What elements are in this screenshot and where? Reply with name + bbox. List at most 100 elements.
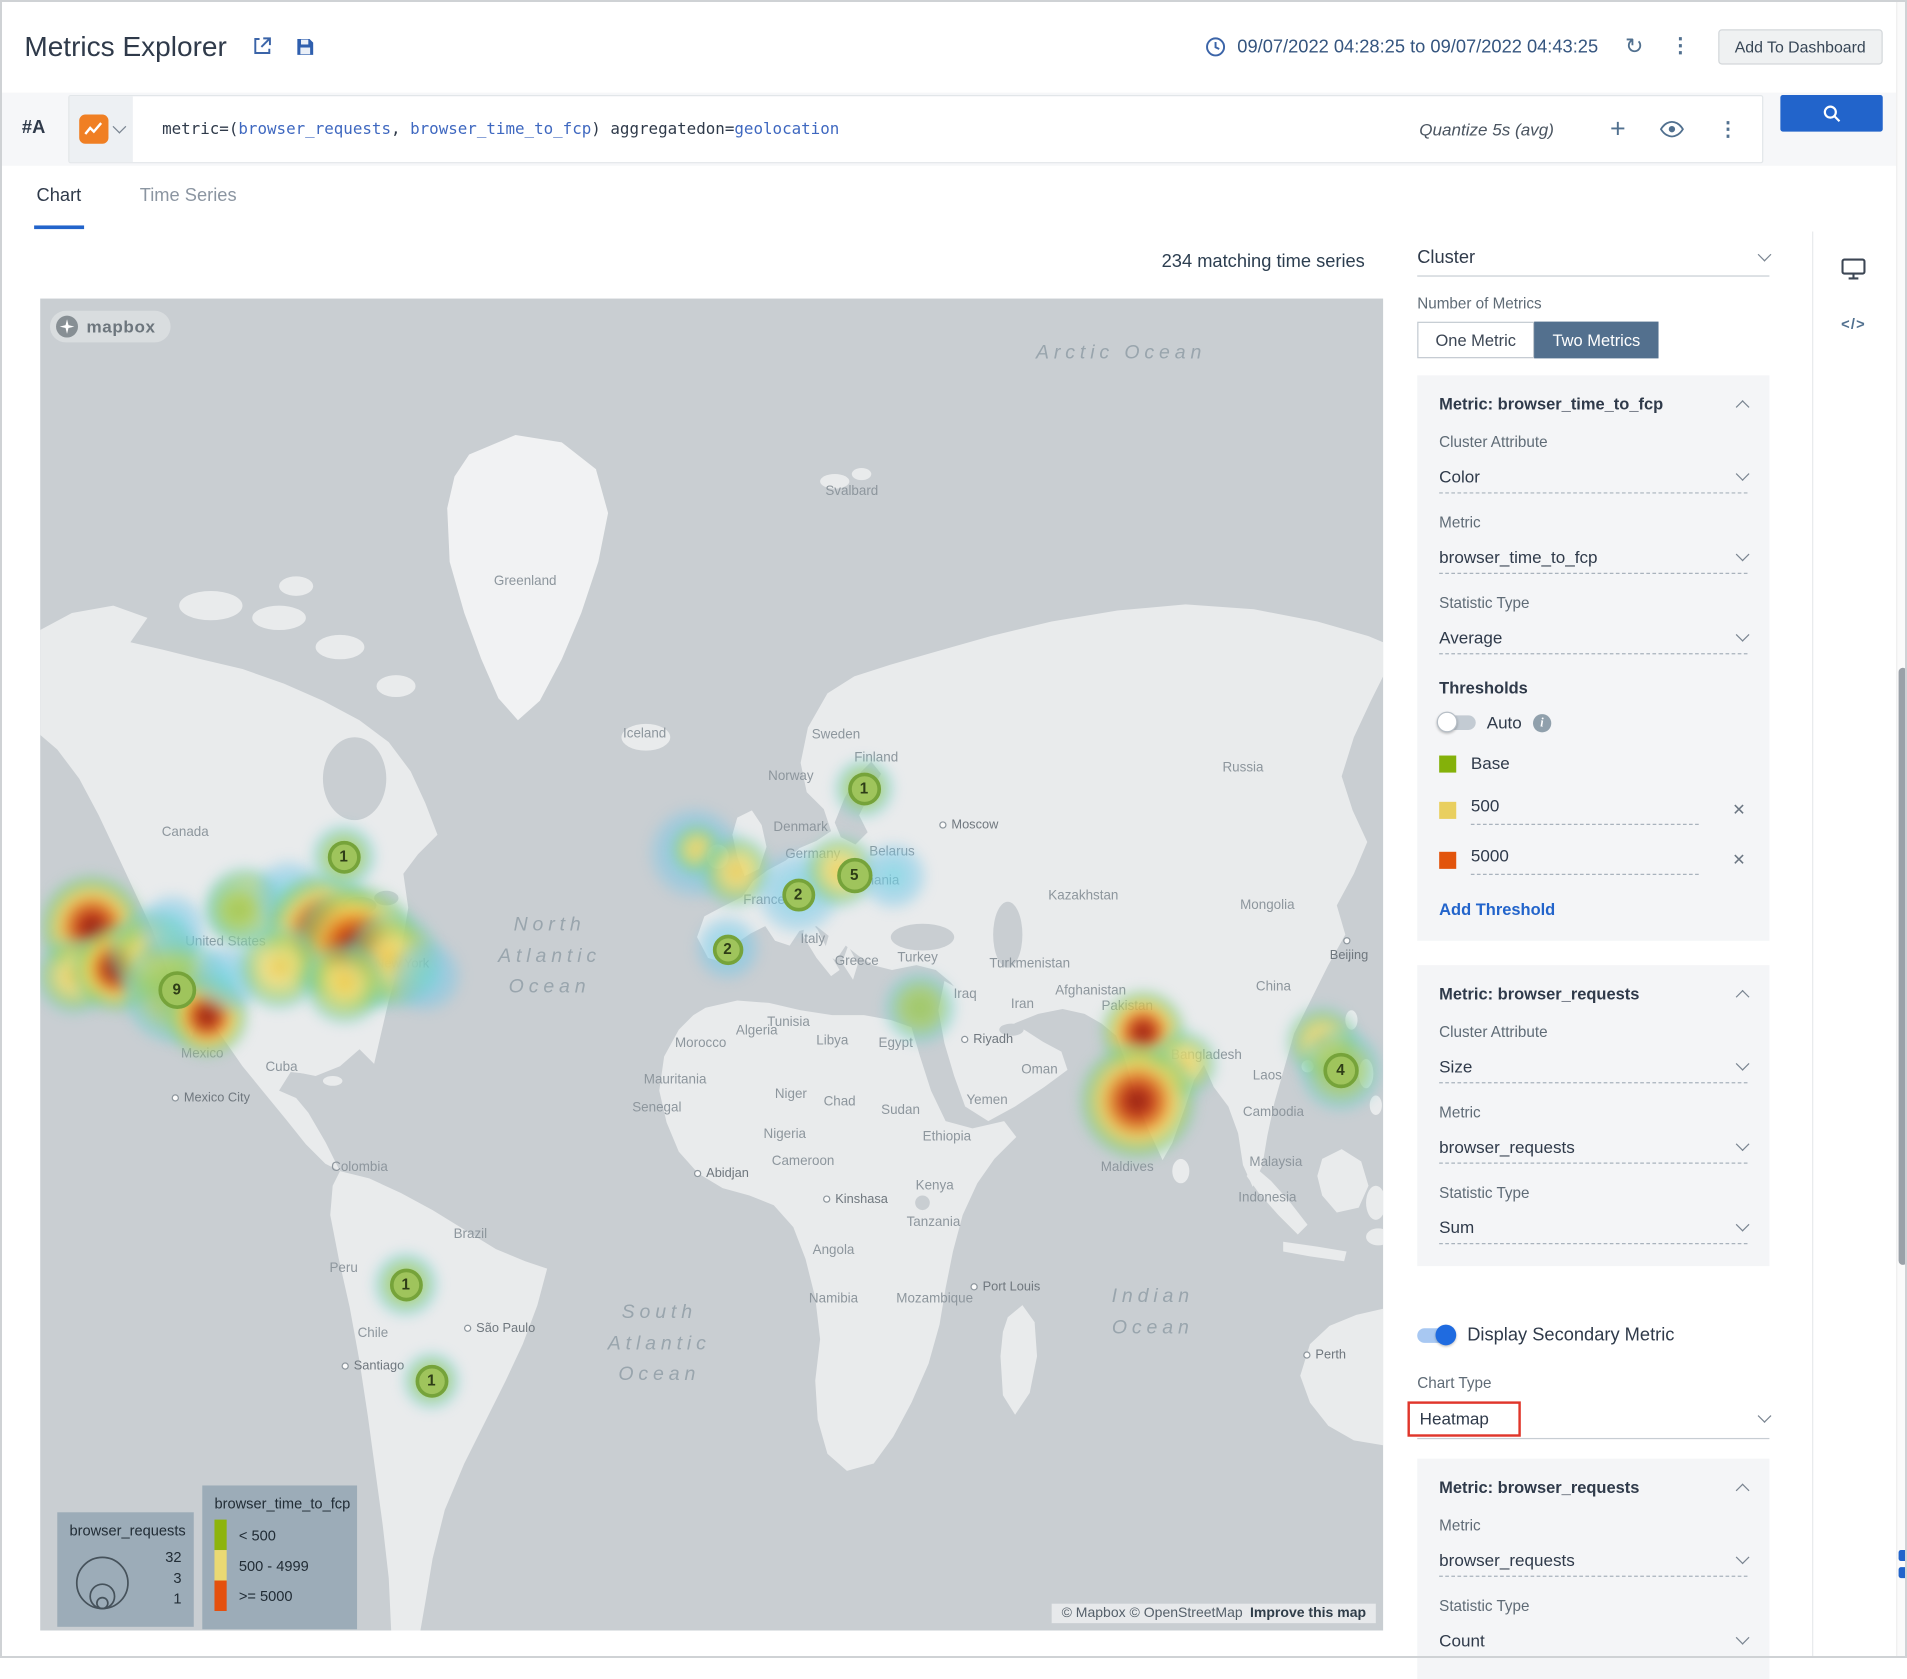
collapse-chevron-up-icon[interactable] xyxy=(1735,1482,1750,1497)
chevron-down-icon xyxy=(1757,247,1772,262)
map-canvas[interactable]: Arctic Ocean Svalbard Greenland Iceland Cana… xyxy=(40,298,1384,1631)
tab-time-series[interactable]: Time Series xyxy=(139,185,237,206)
metric-label: Metric xyxy=(1439,1104,1481,1122)
metric-select[interactable]: browser_requests xyxy=(1439,1543,1750,1577)
query-box: metric=(browser_requests, browser_time_t… xyxy=(68,95,1764,164)
cluster-attribute-select[interactable]: Color xyxy=(1439,459,1750,494)
remove-threshold-icon[interactable]: ✕ xyxy=(1732,850,1746,869)
cluster-marker[interactable]: 2 xyxy=(712,934,743,965)
cluster-marker[interactable]: 1 xyxy=(327,840,361,874)
query-text: metric=( xyxy=(162,120,239,139)
chevron-down-icon xyxy=(1735,1056,1750,1071)
cluster-attribute-value: Color xyxy=(1439,466,1480,486)
threshold-color-swatch[interactable] xyxy=(1439,851,1457,869)
save-icon[interactable] xyxy=(295,36,316,57)
collapse-chevron-up-icon[interactable] xyxy=(1735,399,1750,414)
query-text: , xyxy=(390,120,411,139)
remove-threshold-icon[interactable]: ✕ xyxy=(1732,800,1746,819)
add-threshold-link[interactable]: Add Threshold xyxy=(1439,900,1556,919)
cluster-marker[interactable]: 1 xyxy=(414,1364,448,1398)
tab-chart[interactable]: Chart xyxy=(34,166,84,230)
segment-one-metric[interactable]: One Metric xyxy=(1417,321,1535,359)
code-view-icon[interactable]: </> xyxy=(1841,315,1866,333)
refresh-icon[interactable]: ↻ xyxy=(1624,33,1644,58)
scroll-marker xyxy=(1898,1550,1907,1562)
metric-label: Metric xyxy=(1439,1517,1481,1535)
visibility-eye-icon[interactable] xyxy=(1659,120,1684,138)
scrollbar-track[interactable] xyxy=(1896,0,1907,1658)
threshold-row: Base xyxy=(1439,753,1747,775)
quantize-label[interactable]: Quantize 5s (avg) xyxy=(1419,119,1554,139)
plot-label: #A xyxy=(21,116,46,138)
threshold-color-swatch[interactable] xyxy=(1439,801,1457,819)
cluster-marker[interactable]: 2 xyxy=(781,878,815,911)
threshold-color-swatch[interactable] xyxy=(1439,755,1457,773)
display-secondary-metric-toggle[interactable] xyxy=(1417,1324,1457,1345)
chevron-down-icon xyxy=(1735,466,1750,481)
add-query-icon[interactable]: + xyxy=(1609,113,1626,144)
chevron-down-icon xyxy=(1757,1409,1772,1423)
cluster-select-value: Cluster xyxy=(1417,246,1476,268)
query-metric-1: browser_requests xyxy=(238,120,391,139)
page-title: Metrics Explorer xyxy=(24,29,227,62)
mapbox-logo[interactable]: mapbox xyxy=(49,310,171,343)
legend-color-swatch xyxy=(214,1550,227,1581)
search-button[interactable] xyxy=(1780,95,1883,132)
time-range-control[interactable]: 09/07/2022 04:28:25 to 09/07/2022 04:43:… xyxy=(1206,36,1598,57)
query-text: ) aggregatedon= xyxy=(591,120,735,139)
statistic-type-select[interactable]: Count xyxy=(1439,1623,1750,1658)
query-aggregation: geolocation xyxy=(734,120,840,139)
cluster-marker[interactable]: 4 xyxy=(1322,1052,1359,1088)
query-menu-icon[interactable]: ⋮ xyxy=(1718,119,1738,141)
cluster-marker[interactable]: 9 xyxy=(157,970,196,1009)
collapse-chevron-up-icon[interactable] xyxy=(1735,989,1750,1004)
threshold-row: 5000 ✕ xyxy=(1439,846,1747,875)
attribution-links[interactable]: © Mapbox © OpenStreetMap xyxy=(1061,1606,1243,1621)
legend-title: browser_time_to_fcp xyxy=(214,1495,351,1513)
statistic-type-select[interactable]: Average xyxy=(1439,620,1750,655)
cluster-attribute-select[interactable]: Size xyxy=(1439,1049,1750,1084)
query-metric-2: browser_time_to_fcp xyxy=(410,120,592,139)
chart-type-select[interactable]: Heatmap xyxy=(1407,1399,1772,1440)
line-chart-icon xyxy=(78,114,108,144)
metric-select[interactable]: browser_requests xyxy=(1439,1130,1750,1164)
chevron-down-icon xyxy=(1735,1630,1750,1645)
threshold-value[interactable]: 5000 xyxy=(1470,846,1699,875)
threshold-value[interactable]: Base xyxy=(1470,753,1510,773)
chevron-down-icon xyxy=(111,119,126,134)
plot-type-button[interactable] xyxy=(69,96,133,163)
share-icon[interactable] xyxy=(251,35,273,57)
card-metric-requests: Metric: browser_requests Cluster Attribu… xyxy=(1417,965,1770,1267)
cluster-attribute-value: Size xyxy=(1439,1055,1473,1076)
query-input[interactable]: metric=(browser_requests, browser_time_t… xyxy=(162,120,839,138)
legend-row-label: >= 5000 xyxy=(238,1587,293,1605)
legend-row-label: 500 - 4999 xyxy=(238,1556,309,1574)
auto-label: Auto xyxy=(1486,712,1522,733)
legend-circles-icon xyxy=(69,1546,135,1612)
info-icon[interactable]: i xyxy=(1532,713,1552,732)
cluster-marker[interactable]: 1 xyxy=(389,1267,423,1301)
map-attribution: © Mapbox © OpenStreetMap Improve this ma… xyxy=(1051,1603,1376,1624)
scrollbar-thumb[interactable] xyxy=(1898,667,1907,1265)
segment-two-metrics[interactable]: Two Metrics xyxy=(1534,321,1659,359)
threshold-list: Base 500 ✕ 5000 ✕ xyxy=(1439,753,1747,875)
add-to-dashboard-button[interactable]: Add To Dashboard xyxy=(1717,28,1883,64)
metric-select[interactable]: browser_time_to_fcp xyxy=(1439,540,1750,574)
legend-color-swatch xyxy=(214,1580,227,1611)
statistic-type-value: Sum xyxy=(1439,1216,1475,1237)
display-view-icon[interactable] xyxy=(1833,249,1874,288)
auto-thresholds-toggle[interactable] xyxy=(1436,711,1476,733)
cluster-marker[interactable]: 1 xyxy=(847,771,881,805)
thresholds-label: Thresholds xyxy=(1439,678,1528,698)
legend-row-label: < 500 xyxy=(238,1526,276,1544)
threshold-value[interactable]: 500 xyxy=(1470,796,1699,825)
legend-value: 1 xyxy=(173,1590,182,1608)
improve-map-link[interactable]: Improve this map xyxy=(1250,1606,1367,1621)
cluster-marker[interactable]: 5 xyxy=(836,857,872,893)
card-title: Metric: browser_requests xyxy=(1439,984,1640,1003)
clock-icon xyxy=(1206,36,1227,57)
statistic-type-select[interactable]: Sum xyxy=(1439,1210,1750,1245)
map-options-sidebar: Cluster Number of Metrics One Metric Two… xyxy=(1407,239,1772,1679)
cluster-select[interactable]: Cluster xyxy=(1417,239,1772,277)
header-menu-icon[interactable]: ⋮ xyxy=(1670,34,1691,58)
